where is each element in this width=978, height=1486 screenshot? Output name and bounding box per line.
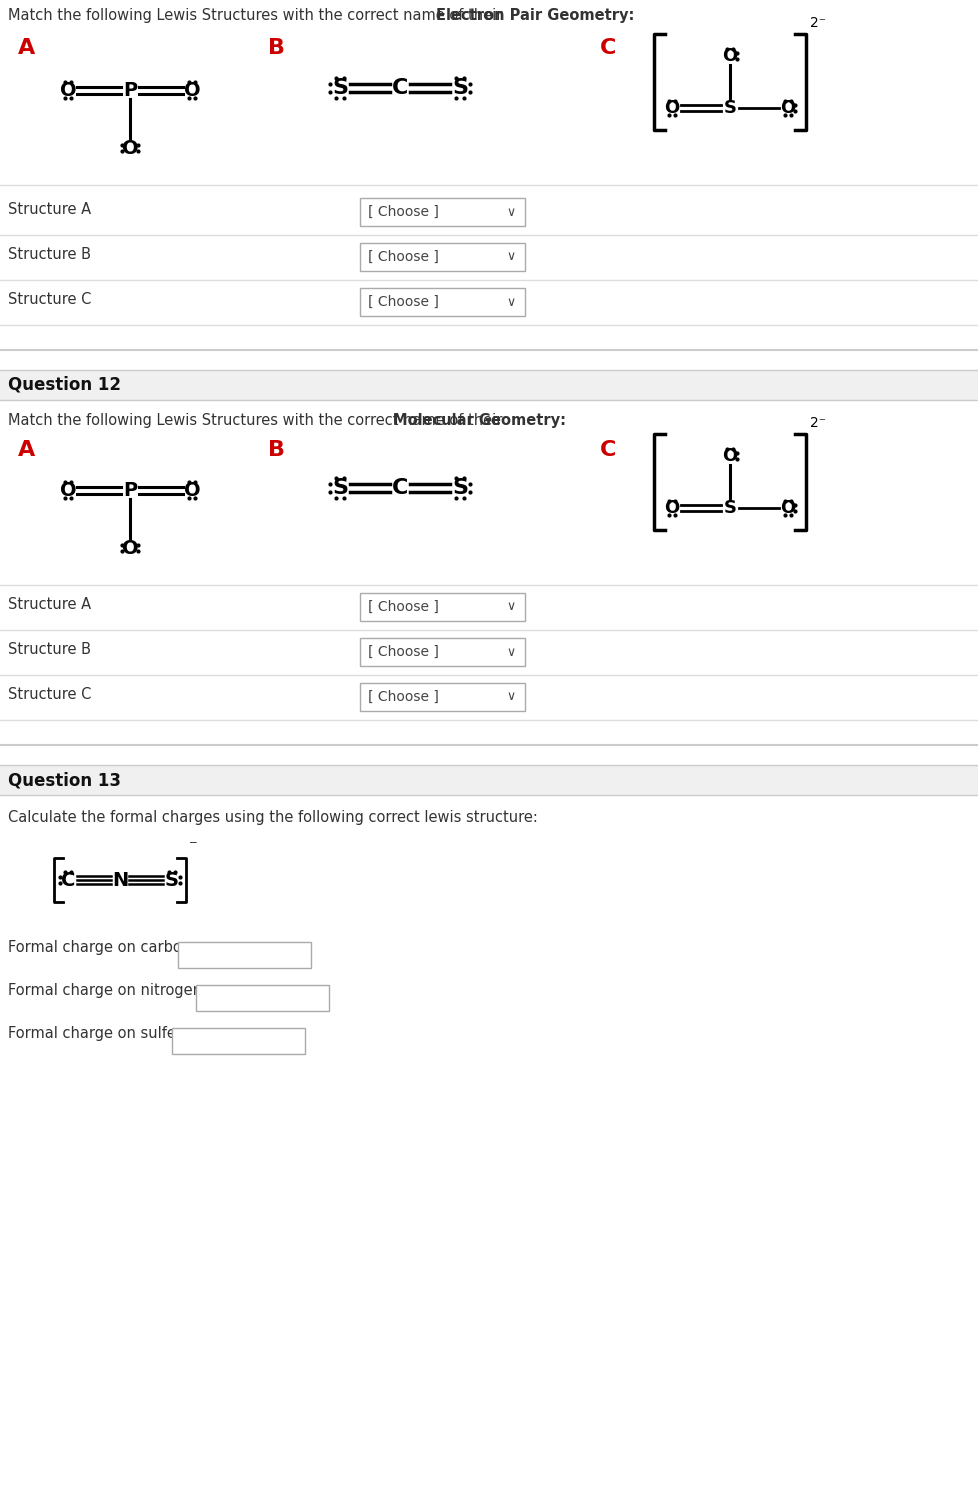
Text: A: A (18, 440, 35, 461)
Text: ∨: ∨ (506, 205, 515, 218)
Text: 2⁻: 2⁻ (809, 16, 825, 30)
Text: ∨: ∨ (506, 600, 515, 614)
Text: S: S (723, 100, 735, 117)
Text: Question 13: Question 13 (8, 771, 121, 789)
Text: Structure B: Structure B (8, 642, 91, 657)
Text: A: A (18, 39, 35, 58)
Text: Structure C: Structure C (8, 687, 91, 701)
Text: S: S (165, 871, 179, 890)
Text: C: C (61, 871, 75, 890)
Text: [ Choose ]: [ Choose ] (368, 250, 438, 265)
Text: Structure A: Structure A (8, 597, 91, 612)
Text: Structure C: Structure C (8, 293, 91, 308)
Text: O: O (121, 538, 138, 557)
FancyBboxPatch shape (360, 684, 524, 710)
Text: Formal charge on sulfer:: Formal charge on sulfer: (8, 1025, 187, 1042)
Text: O: O (779, 499, 795, 517)
Text: O: O (779, 100, 795, 117)
Text: Formal charge on nitrogen:: Formal charge on nitrogen: (8, 984, 206, 999)
Text: B: B (268, 440, 285, 461)
Text: O: O (722, 447, 736, 465)
Text: C: C (391, 77, 408, 98)
Text: C: C (600, 39, 616, 58)
Text: [ Choose ]: [ Choose ] (368, 205, 438, 218)
Text: O: O (664, 100, 679, 117)
Text: Question 12: Question 12 (8, 376, 121, 394)
Text: Structure A: Structure A (8, 202, 91, 217)
Text: O: O (60, 480, 76, 499)
Text: O: O (664, 499, 679, 517)
Bar (0, 370, 978, 400)
Text: C: C (391, 478, 408, 498)
Text: S: S (452, 478, 467, 498)
Text: C: C (600, 440, 616, 461)
Text: S: S (452, 77, 467, 98)
Text: O: O (60, 80, 76, 100)
Text: [ Choose ]: [ Choose ] (368, 296, 438, 309)
Bar (0, 765, 978, 795)
FancyBboxPatch shape (178, 942, 311, 967)
Text: ∨: ∨ (506, 296, 515, 309)
FancyBboxPatch shape (360, 288, 524, 317)
Text: Molecular Geometry:: Molecular Geometry: (392, 413, 565, 428)
Text: O: O (722, 48, 736, 65)
Text: S: S (332, 77, 347, 98)
Text: Formal charge on carbon:: Formal charge on carbon: (8, 941, 196, 955)
Text: S: S (332, 478, 347, 498)
Text: ⁻: ⁻ (189, 837, 198, 854)
Text: ∨: ∨ (506, 691, 515, 703)
Text: O: O (121, 138, 138, 158)
FancyBboxPatch shape (360, 593, 524, 621)
FancyBboxPatch shape (360, 198, 524, 226)
Text: Structure B: Structure B (8, 247, 91, 262)
Text: O: O (184, 480, 200, 499)
Text: [ Choose ]: [ Choose ] (368, 645, 438, 658)
Text: 2⁻: 2⁻ (809, 416, 825, 429)
Text: P: P (123, 80, 137, 100)
FancyBboxPatch shape (360, 637, 524, 666)
FancyBboxPatch shape (360, 244, 524, 270)
Text: Match the following Lewis Structures with the correct name of their: Match the following Lewis Structures wit… (8, 413, 507, 428)
Text: ∨: ∨ (506, 645, 515, 658)
Text: Match the following Lewis Structures with the correct name of their: Match the following Lewis Structures wit… (8, 7, 507, 22)
Text: Calculate the formal charges using the following correct lewis structure:: Calculate the formal charges using the f… (8, 810, 537, 825)
Text: [ Choose ]: [ Choose ] (368, 690, 438, 704)
FancyBboxPatch shape (196, 985, 329, 1010)
Text: [ Choose ]: [ Choose ] (368, 600, 438, 614)
Text: Electron Pair Geometry:: Electron Pair Geometry: (435, 7, 634, 22)
FancyBboxPatch shape (172, 1028, 305, 1054)
Text: B: B (268, 39, 285, 58)
Text: O: O (184, 80, 200, 100)
Text: S: S (723, 499, 735, 517)
Text: ∨: ∨ (506, 251, 515, 263)
Text: P: P (123, 480, 137, 499)
Text: N: N (111, 871, 128, 890)
